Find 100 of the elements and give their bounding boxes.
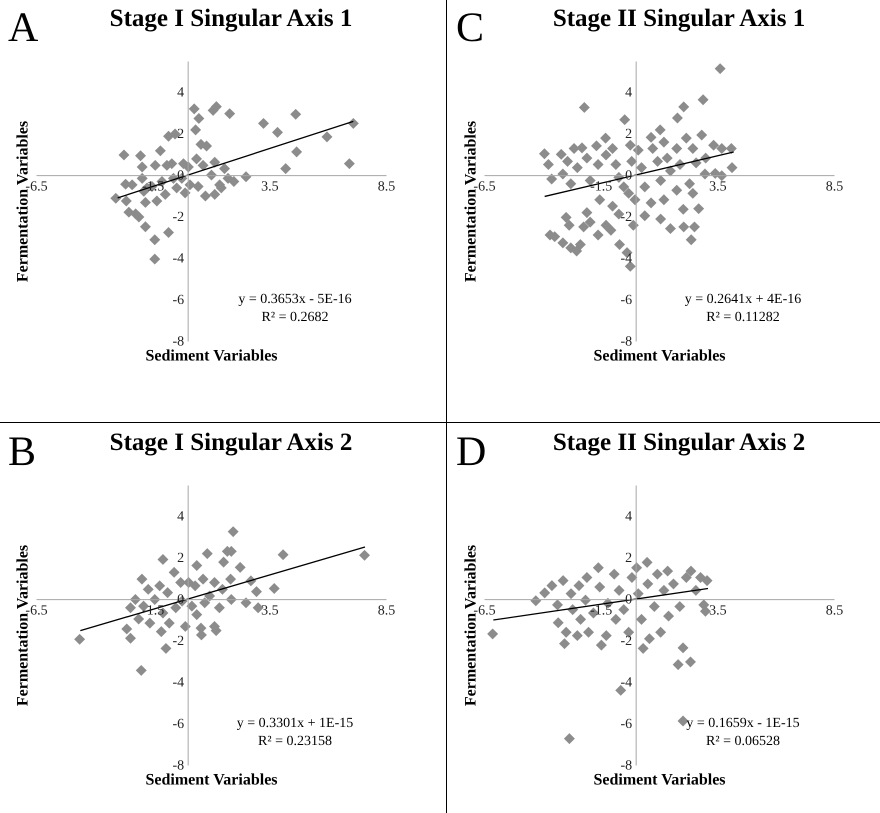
y-tick-label: -4 [620, 676, 632, 691]
point [552, 617, 564, 628]
y-tick-label: 2 [625, 127, 632, 142]
point [674, 601, 686, 612]
point [695, 572, 706, 583]
point [268, 583, 280, 594]
x-axis-title: Sediment Variables [145, 348, 278, 364]
point [600, 630, 612, 642]
point [209, 577, 220, 588]
x-tick-label: 8.5 [826, 604, 844, 619]
point [642, 578, 654, 590]
point [359, 550, 370, 561]
point [240, 597, 252, 608]
point [572, 630, 583, 642]
point [583, 626, 594, 638]
x-axis-title: Sediment Variables [593, 772, 726, 788]
point [136, 574, 148, 585]
point [636, 614, 647, 625]
y-tick-label: -6 [172, 293, 184, 308]
x-axis-title: Sediment Variables [593, 348, 726, 364]
point [575, 614, 586, 625]
point [198, 574, 209, 585]
x-tick-label: 3.5 [261, 180, 279, 195]
point [234, 562, 246, 573]
point [168, 566, 180, 578]
y-tick-label: 2 [177, 127, 184, 142]
point [133, 614, 144, 624]
x-tick-label: 3.5 [709, 180, 727, 195]
x-tick-label: 8.5 [378, 180, 396, 195]
point [160, 642, 172, 654]
point [202, 548, 213, 560]
point [685, 656, 696, 668]
y-tick-label: -4 [620, 252, 632, 267]
y-tick-label: -4 [172, 252, 184, 267]
y-tick-label: -8 [172, 758, 184, 774]
point [608, 568, 620, 580]
y-tick-label: 4 [177, 86, 184, 101]
point [564, 733, 575, 744]
annotation: R² = 0.06528 [706, 734, 780, 749]
point [626, 572, 638, 583]
point [672, 659, 684, 670]
point [228, 526, 239, 538]
y-tick-label: -2 [620, 210, 632, 226]
x-tick-label: 8.5 [826, 180, 844, 195]
x-axis-title: Sediment Variables [145, 772, 278, 788]
point [610, 614, 622, 625]
chart-title: Stage II Singular Axis 2 [552, 429, 806, 456]
point [214, 602, 225, 614]
point [559, 638, 570, 650]
point [558, 575, 569, 586]
point [154, 580, 166, 592]
point [644, 633, 655, 644]
point [199, 597, 210, 608]
point [573, 580, 584, 592]
point [652, 568, 663, 580]
point [663, 610, 674, 622]
y-tick-label: 4 [625, 86, 632, 101]
point [560, 626, 572, 638]
y-tick-label: 4 [625, 510, 632, 525]
y-tick-label: 2 [625, 551, 632, 566]
point [251, 586, 262, 598]
text: A [8, 4, 38, 52]
point [662, 566, 674, 577]
x-tick-label: -1.5 [142, 180, 164, 195]
annotation: y = 0.3653x - 5E-16 [238, 292, 352, 307]
point [658, 584, 670, 596]
text: C [456, 4, 484, 52]
point [594, 582, 606, 593]
point [614, 584, 625, 596]
point [218, 556, 230, 568]
point [74, 634, 86, 645]
y-tick-label: -2 [172, 634, 184, 650]
point [225, 574, 236, 585]
point [618, 604, 630, 616]
point [702, 575, 713, 586]
chart-title: Stage II Singular Axis 1 [552, 5, 806, 32]
x-tick-label: 3.5 [709, 604, 727, 619]
point [596, 640, 607, 651]
point [164, 618, 175, 629]
point [487, 628, 498, 640]
y-tick-label: -6 [172, 717, 184, 732]
point [162, 587, 174, 598]
point [581, 572, 592, 583]
annotation: y = 0.3301x + 1E-15 [236, 716, 354, 731]
chart-title: Stage I Singular Axis 1 [110, 5, 352, 32]
y-tick-label: -4 [172, 676, 184, 691]
point [142, 584, 154, 595]
y-tick-label: 2 [177, 551, 184, 566]
text: B [8, 428, 36, 476]
text: D [456, 428, 486, 476]
point [678, 642, 689, 654]
x-tick-label: -1.5 [590, 604, 612, 619]
point [170, 602, 182, 614]
point [191, 609, 202, 620]
point [125, 602, 136, 614]
y-tick-label: -2 [172, 210, 184, 226]
point [592, 562, 604, 574]
point [186, 600, 198, 612]
y-tick-label: -6 [620, 293, 632, 308]
x-tick-label: 3.5 [261, 604, 279, 619]
